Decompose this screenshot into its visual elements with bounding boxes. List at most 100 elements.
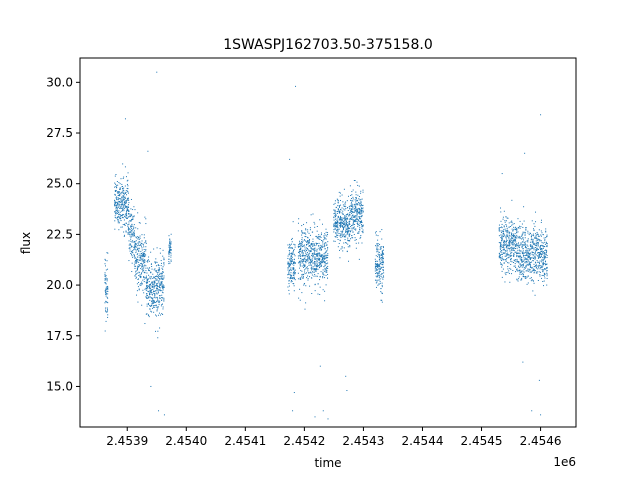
data-point xyxy=(344,202,346,204)
data-point xyxy=(345,219,347,221)
data-point xyxy=(316,230,318,232)
data-point xyxy=(126,208,128,210)
data-point xyxy=(508,226,510,228)
data-point xyxy=(138,275,140,277)
data-point xyxy=(522,233,524,235)
data-point xyxy=(105,311,107,313)
data-point xyxy=(512,238,514,240)
data-point xyxy=(122,191,124,193)
data-point xyxy=(335,229,337,231)
data-point xyxy=(303,258,305,260)
data-point xyxy=(322,258,324,260)
data-point xyxy=(341,219,343,221)
data-point xyxy=(115,190,117,192)
data-point xyxy=(121,226,123,228)
data-point xyxy=(378,279,380,281)
data-point xyxy=(155,290,157,292)
data-point xyxy=(144,261,146,263)
data-point xyxy=(335,206,337,208)
data-point xyxy=(145,241,147,243)
data-point xyxy=(531,220,533,222)
data-point xyxy=(532,239,534,241)
data-point xyxy=(139,276,141,278)
data-point xyxy=(359,211,361,213)
data-point xyxy=(317,255,319,257)
data-point xyxy=(157,330,159,332)
data-point xyxy=(158,410,160,412)
data-point xyxy=(302,246,304,248)
data-point xyxy=(509,281,511,283)
data-point xyxy=(521,241,523,243)
data-point xyxy=(543,280,545,282)
data-point xyxy=(541,248,543,250)
data-point xyxy=(507,252,509,254)
data-point xyxy=(508,233,510,235)
data-point xyxy=(340,221,342,223)
data-point xyxy=(128,229,130,231)
data-point xyxy=(316,268,318,270)
data-point xyxy=(502,246,504,248)
data-point xyxy=(326,244,328,246)
data-point xyxy=(124,206,126,208)
data-point xyxy=(540,221,542,223)
data-point xyxy=(378,257,380,259)
data-point xyxy=(157,289,159,291)
data-point xyxy=(123,235,125,237)
data-point xyxy=(520,261,522,263)
data-point xyxy=(157,284,159,286)
data-point xyxy=(521,257,523,259)
data-point xyxy=(303,267,305,269)
data-point xyxy=(291,241,293,243)
data-point xyxy=(123,199,125,201)
data-point xyxy=(122,189,124,191)
data-point xyxy=(376,281,378,283)
data-point xyxy=(333,223,335,225)
data-point xyxy=(320,248,322,250)
data-point xyxy=(380,263,382,265)
data-point xyxy=(510,253,512,255)
data-point xyxy=(351,229,353,231)
data-point xyxy=(342,236,344,238)
data-point xyxy=(358,216,360,218)
data-point xyxy=(304,257,306,259)
data-point xyxy=(153,305,155,307)
data-point xyxy=(121,207,123,209)
data-point xyxy=(499,245,501,247)
data-point xyxy=(333,225,335,227)
data-point xyxy=(117,217,119,219)
data-point xyxy=(352,227,354,229)
data-point xyxy=(526,262,528,264)
data-point xyxy=(378,254,380,256)
data-point xyxy=(130,213,132,215)
data-point xyxy=(156,290,158,292)
data-point xyxy=(342,230,344,232)
data-point xyxy=(160,265,162,267)
data-point xyxy=(153,297,155,299)
data-point xyxy=(525,277,527,279)
data-point xyxy=(322,241,324,243)
data-point xyxy=(168,251,170,253)
data-point xyxy=(316,264,318,266)
data-point xyxy=(123,219,125,221)
data-point xyxy=(327,265,329,267)
data-point xyxy=(519,263,521,265)
data-point xyxy=(289,250,291,252)
data-point xyxy=(300,244,302,246)
data-point xyxy=(333,219,335,221)
data-point xyxy=(379,248,381,250)
data-point xyxy=(153,287,155,289)
data-point xyxy=(348,235,350,237)
data-point xyxy=(153,276,155,278)
data-point xyxy=(314,249,316,251)
data-points xyxy=(104,71,548,420)
data-point xyxy=(354,205,356,207)
data-point xyxy=(340,199,342,201)
data-point xyxy=(509,239,511,241)
data-point xyxy=(518,278,520,280)
data-point xyxy=(354,220,356,222)
data-point xyxy=(354,239,356,241)
data-point xyxy=(143,259,145,261)
data-point xyxy=(312,266,314,268)
data-point xyxy=(140,255,142,257)
data-point xyxy=(130,216,132,218)
